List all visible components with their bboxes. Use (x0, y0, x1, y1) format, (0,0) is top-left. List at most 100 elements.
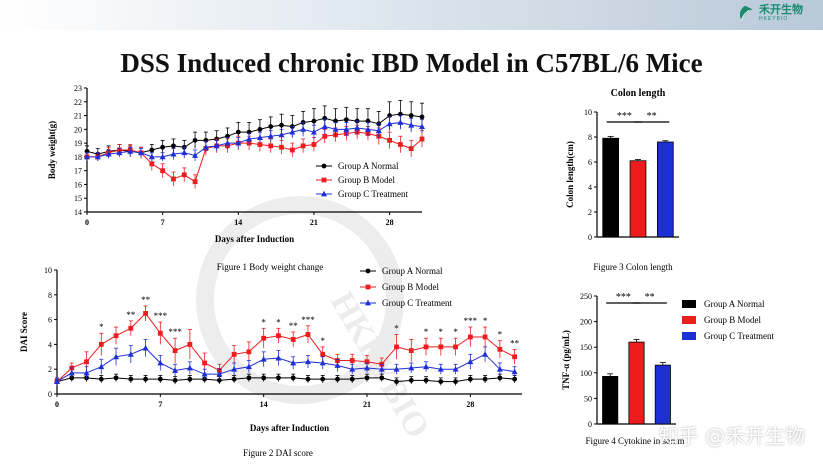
data-point (387, 137, 392, 143)
data-point (260, 356, 267, 362)
data-point (482, 351, 489, 357)
data-point (256, 134, 263, 140)
data-point (160, 168, 166, 174)
data-point (261, 335, 267, 341)
x-axis-label: Days after Induction (215, 234, 294, 244)
data-point (452, 366, 459, 372)
data-point (187, 376, 193, 382)
data-point (257, 126, 263, 132)
x-tick-label: 28 (466, 400, 474, 409)
data-point (334, 362, 341, 368)
series-line (56, 347, 515, 383)
data-point (453, 379, 458, 384)
data-point (171, 176, 176, 182)
y-tick-label: 250 (580, 292, 592, 301)
data-point (408, 113, 414, 118)
data-point (419, 136, 425, 142)
data-point (397, 119, 404, 125)
data-point (349, 366, 356, 372)
data-point (170, 150, 177, 157)
legend-label: Group B Model (382, 282, 439, 292)
data-point (192, 137, 198, 143)
data-point (349, 376, 355, 382)
data-point (276, 333, 281, 339)
data-point (186, 364, 193, 371)
y-tick-label: 21 (74, 112, 82, 121)
y-tick-label: 0 (48, 390, 52, 399)
data-point (511, 368, 518, 375)
data-point (453, 344, 458, 350)
data-point (192, 179, 198, 185)
data-point (171, 143, 176, 149)
data-point (224, 139, 231, 146)
data-point (202, 144, 209, 150)
data-point (423, 344, 429, 350)
data-point (311, 118, 317, 124)
data-point (305, 376, 311, 382)
series-line (56, 377, 515, 383)
data-point (276, 375, 281, 381)
data-point (300, 143, 306, 149)
data-point (246, 375, 252, 381)
data-point (311, 142, 317, 147)
data-point (438, 379, 444, 384)
legend-marker (365, 268, 371, 274)
y-axis-label: DAI Score (19, 312, 29, 352)
legend-swatch (682, 300, 696, 308)
data-point (246, 349, 252, 355)
y-axis-label: Body weight(g) (47, 121, 57, 179)
data-point (278, 131, 285, 138)
data-point (322, 133, 328, 139)
data-point (320, 376, 326, 382)
significance-label: ** (645, 292, 655, 303)
figure-2-dai-score: 0 2 4 6 8 10 0 7 14 21 28 Days after Induction DAI S… (19, 266, 522, 458)
y-tick-label: 8 (48, 291, 52, 300)
data-point (319, 359, 326, 366)
data-point (148, 153, 155, 160)
leaf-logo-icon (739, 5, 753, 21)
data-point (84, 153, 90, 160)
data-point (393, 366, 400, 372)
x-tick-label: 14 (234, 218, 242, 227)
data-point (181, 149, 188, 156)
y-tick-label: 4 (48, 340, 52, 349)
data-point (143, 311, 148, 316)
x-tick-label: 21 (310, 218, 318, 227)
data-point (231, 376, 237, 382)
significance-label: * (439, 327, 444, 337)
y-tick-label: 19 (74, 139, 82, 148)
data-point (438, 344, 444, 350)
x-tick-label: 28 (386, 218, 394, 227)
significance-label: * (276, 317, 281, 327)
legend-marker (365, 299, 371, 306)
data-point (364, 364, 370, 371)
significance-label: ** (126, 310, 136, 320)
data-point (497, 375, 503, 381)
x-tick-label: 7 (158, 400, 162, 409)
legend-swatch (682, 316, 696, 324)
significance-label: *** (168, 327, 182, 337)
data-point (397, 142, 403, 147)
data-point (467, 358, 474, 365)
data-point (343, 117, 349, 123)
x-tick-label: 21 (363, 400, 371, 409)
data-point (142, 344, 149, 351)
significance-label: * (394, 323, 399, 333)
data-point (257, 142, 263, 147)
significance-label: ** (141, 295, 151, 305)
data-point (364, 359, 370, 365)
y-tick-label: 6 (48, 316, 52, 325)
data-point (201, 370, 208, 377)
data-point (300, 126, 307, 132)
data-point (496, 366, 503, 372)
data-point (138, 149, 145, 156)
data-point (216, 377, 222, 383)
legend-label: Group C Treatment (338, 189, 409, 199)
data-point (419, 123, 425, 129)
x-tick-label: 7 (161, 218, 165, 227)
data-point (482, 376, 488, 382)
data-point (98, 342, 104, 347)
significance-label: * (453, 327, 458, 337)
brand-sub: HKEYBIO (759, 15, 789, 22)
